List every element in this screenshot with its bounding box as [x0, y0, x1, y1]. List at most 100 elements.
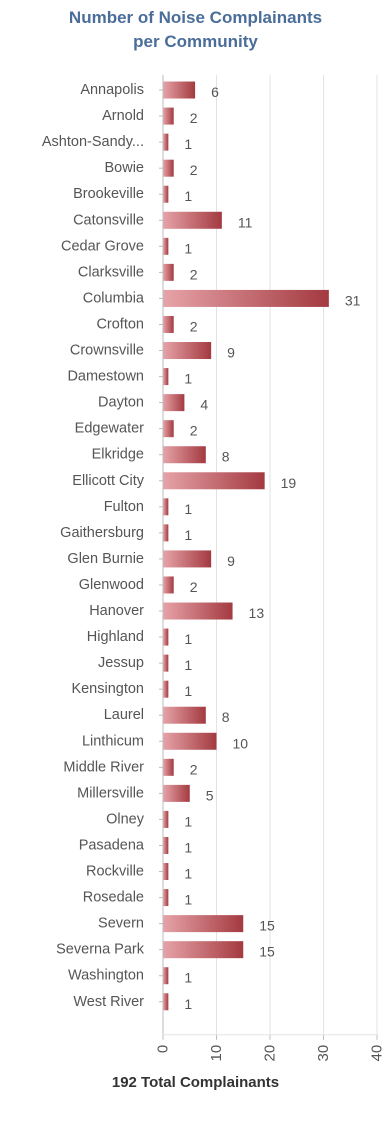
bar-value-label: 1 — [184, 996, 192, 1012]
bar-value-label: 5 — [206, 787, 214, 803]
bar-value-label: 1 — [184, 657, 192, 673]
bar-value-label: 2 — [190, 110, 198, 126]
bar — [163, 550, 212, 568]
bar-value-label: 1 — [184, 631, 192, 647]
bar — [163, 289, 329, 307]
category-label: Crownsville — [70, 343, 144, 359]
bar-value-label: 1 — [184, 240, 192, 256]
category-label: Glen Burnie — [67, 551, 144, 567]
category-label: Millersville — [77, 785, 144, 801]
bar-value-label: 1 — [184, 501, 192, 517]
bar — [163, 263, 174, 281]
grid-lines — [216, 75, 378, 1035]
chart-title-line-2: per Community — [133, 32, 258, 51]
category-label: Linthicum — [82, 733, 144, 749]
category-label: Jessup — [98, 655, 144, 671]
bar-value-label: 8 — [222, 449, 230, 465]
bar — [163, 576, 174, 594]
bar — [163, 628, 169, 646]
category-label: Bowie — [105, 160, 145, 176]
bar-value-label: 13 — [249, 605, 265, 621]
category-label: Dayton — [98, 395, 144, 411]
bar-value-label: 1 — [184, 527, 192, 543]
bar — [163, 993, 169, 1011]
bar — [163, 394, 185, 412]
x-tick-label: 20 — [262, 1045, 279, 1062]
bar-value-label: 15 — [259, 918, 275, 934]
x-axis: 0 10 20 30 40 — [155, 75, 386, 1061]
bar — [163, 524, 169, 542]
bar-value-label: 10 — [233, 735, 249, 751]
category-labels: Annapolis Arnold Ashton-Sandy... Bowie Brook… — [42, 82, 145, 1010]
bar — [163, 237, 169, 255]
category-label: Washington — [68, 968, 144, 984]
category-label: Columbia — [83, 290, 145, 306]
category-label: West River — [73, 994, 144, 1010]
bar-value-label: 1 — [184, 970, 192, 986]
category-label: Ashton-Sandy... — [42, 134, 144, 150]
bar — [163, 159, 174, 177]
bar — [163, 732, 217, 750]
bar — [163, 133, 169, 151]
category-label: Highland — [87, 629, 144, 645]
bar — [163, 472, 265, 490]
bar-value-label: 31 — [345, 292, 361, 308]
bar-value-label: 1 — [184, 839, 192, 855]
bar — [163, 342, 212, 360]
bar — [163, 185, 169, 203]
x-tick-label: 10 — [208, 1045, 225, 1062]
category-label: Rockville — [86, 864, 144, 880]
bar-value-label: 2 — [190, 318, 198, 334]
category-label: Annapolis — [80, 82, 144, 98]
category-label: Gaithersburg — [60, 525, 144, 541]
bar — [163, 315, 174, 333]
bar-value-label: 2 — [190, 761, 198, 777]
bar-value-label: 19 — [281, 475, 297, 491]
category-label: Catonsville — [73, 212, 144, 228]
bar-value-label: 1 — [184, 866, 192, 882]
bar-value-label: 6 — [211, 84, 219, 100]
category-label: Edgewater — [75, 421, 144, 437]
bar-chart: Annapolis Arnold Ashton-Sandy... Bowie Brook… — [42, 75, 386, 1061]
category-label: Severna Park — [56, 942, 145, 958]
bar-value-label: 2 — [190, 162, 198, 178]
bar — [163, 889, 169, 907]
x-tick-label: 0 — [155, 1045, 172, 1053]
bar-value-label: 2 — [190, 423, 198, 439]
bar — [163, 602, 233, 620]
x-tick-label: 30 — [315, 1045, 332, 1062]
category-label: Olney — [106, 811, 145, 827]
bar-value-label: 15 — [259, 944, 275, 960]
bar-value-label: 9 — [227, 553, 235, 569]
bar — [163, 211, 222, 229]
bar-value-label: 4 — [200, 397, 208, 413]
bar — [163, 915, 244, 933]
bar — [163, 784, 190, 802]
category-label: Kensington — [71, 681, 144, 697]
bar-value-label: 1 — [184, 188, 192, 204]
category-label: Middle River — [63, 759, 144, 775]
value-labels: 6212111123129142819119213111810251111151… — [184, 84, 360, 1012]
total-complainants-label: 192 Total Complainants — [111, 1074, 280, 1091]
bars-group — [163, 81, 329, 1011]
bar — [163, 836, 169, 854]
x-tick-label: 40 — [369, 1045, 386, 1062]
category-label: Cedar Grove — [61, 238, 144, 254]
bar-value-label: 2 — [190, 579, 198, 595]
category-label: Severn — [98, 916, 144, 932]
category-label: Rosedale — [83, 890, 144, 906]
bar — [163, 654, 169, 672]
bar — [163, 706, 206, 724]
bar — [163, 368, 169, 386]
category-label: Brookeville — [73, 186, 144, 202]
bar — [163, 420, 174, 438]
bar — [163, 810, 169, 828]
category-label: Crofton — [96, 316, 144, 332]
bar — [163, 446, 206, 464]
category-label: Fulton — [104, 499, 144, 515]
bar — [163, 81, 196, 99]
category-label: Glenwood — [79, 577, 144, 593]
bar-value-label: 1 — [184, 892, 192, 908]
chart-title-line-1: Number of Noise Complainants — [68, 8, 323, 27]
bar — [163, 967, 169, 985]
